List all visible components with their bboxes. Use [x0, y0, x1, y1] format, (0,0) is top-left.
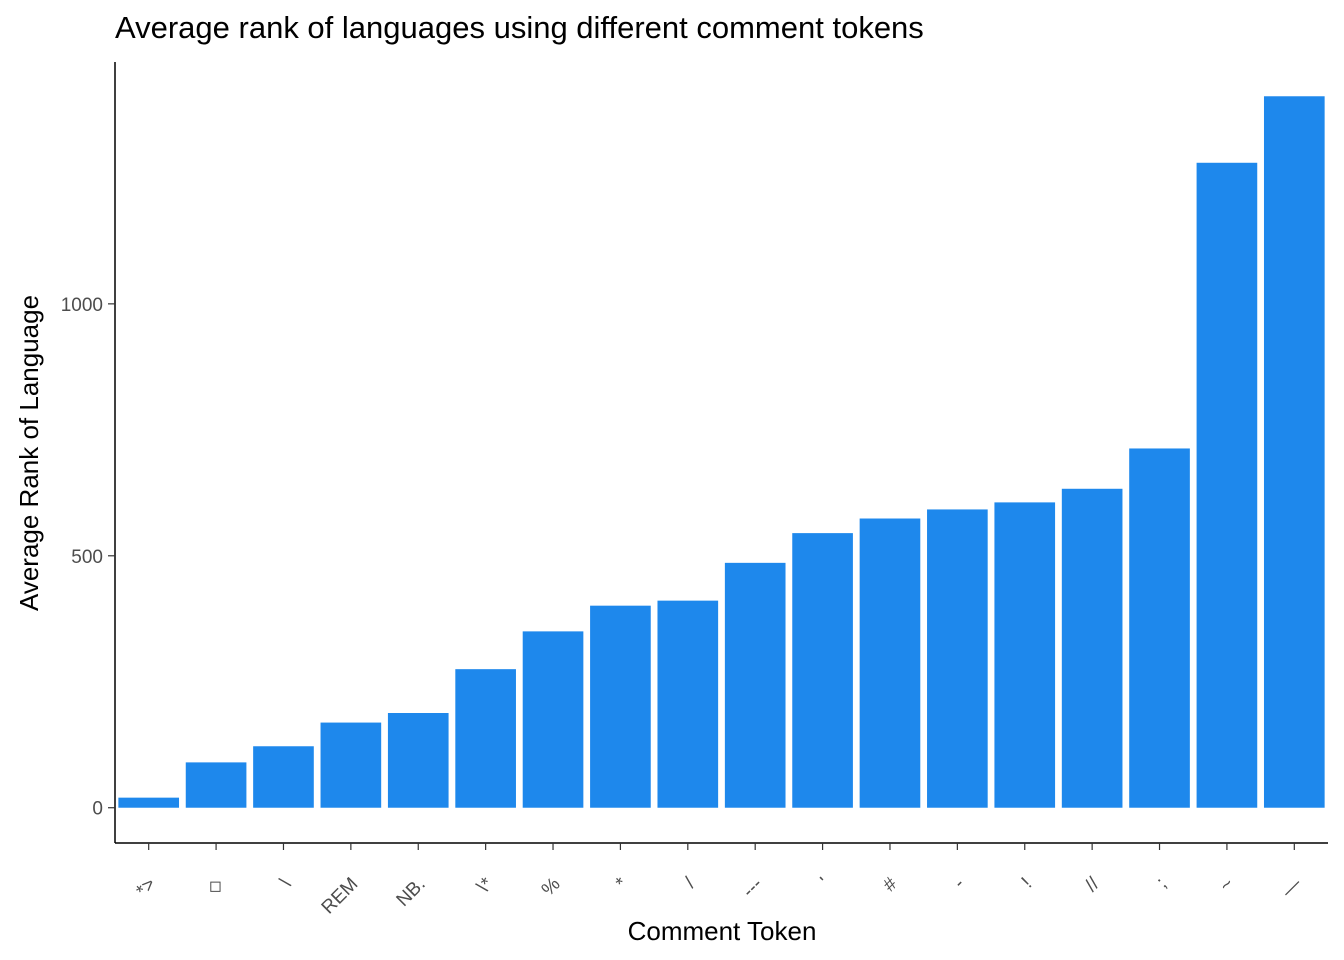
bar-8	[657, 600, 719, 808]
bar-14	[1061, 488, 1123, 808]
x-tick-label-10: '	[817, 874, 834, 891]
bar-1	[185, 762, 247, 808]
bar-11	[859, 518, 921, 808]
bar-2	[253, 746, 314, 808]
x-tick-label-15: ;	[1152, 874, 1171, 893]
x-tick-label-8: /	[681, 873, 700, 892]
x-axis-title: Comment Token	[628, 916, 817, 946]
x-tick-label-1: ◇	[202, 873, 227, 898]
x-tick-label-16: ~	[1216, 874, 1239, 897]
x-tick-label-9: ---	[738, 874, 766, 902]
y-axis: 0 500 1000	[61, 62, 116, 843]
x-tick-label-6: %	[538, 874, 565, 901]
x-tick-label-4: NB.	[393, 874, 430, 911]
bar-0	[118, 797, 180, 808]
chart-title: Average rank of languages using differen…	[115, 10, 924, 45]
x-tick-label-2: \	[276, 873, 295, 892]
bar-17	[1263, 96, 1325, 808]
bar-9	[724, 562, 786, 808]
bar-4	[387, 713, 449, 808]
y-tick-label-2: 1000	[61, 295, 103, 316]
bar-15	[1129, 448, 1190, 808]
bar-10	[792, 533, 853, 808]
x-tick-label-17: —	[1278, 874, 1306, 902]
x-tick-label-14: //	[1081, 873, 1104, 896]
bar-6	[522, 631, 584, 808]
bar-3	[320, 722, 382, 808]
bar-5	[455, 669, 516, 808]
x-axis: *> ◇ \ REM NB. \*% * / --- ' # -! //; ~ —	[115, 842, 1328, 919]
y-tick-label-1: 500	[71, 547, 103, 568]
bar-12	[927, 509, 988, 808]
bars-group	[118, 96, 1325, 808]
y-tick-label-0: 0	[92, 799, 103, 820]
bar-7	[590, 605, 651, 808]
x-tick-label-12: -	[950, 874, 969, 893]
x-tick-label-0: *>	[132, 874, 160, 902]
x-tick-label-5: \*	[473, 873, 497, 897]
x-tick-label-3: REM	[318, 874, 363, 919]
bar-16	[1196, 162, 1258, 808]
x-tick-label-7: *	[612, 873, 633, 894]
y-axis-title: Average Rank of Language	[14, 295, 44, 611]
bar-13	[994, 502, 1056, 808]
x-tick-label-13: !	[1018, 874, 1037, 893]
x-tick-label-11: #	[879, 873, 902, 896]
